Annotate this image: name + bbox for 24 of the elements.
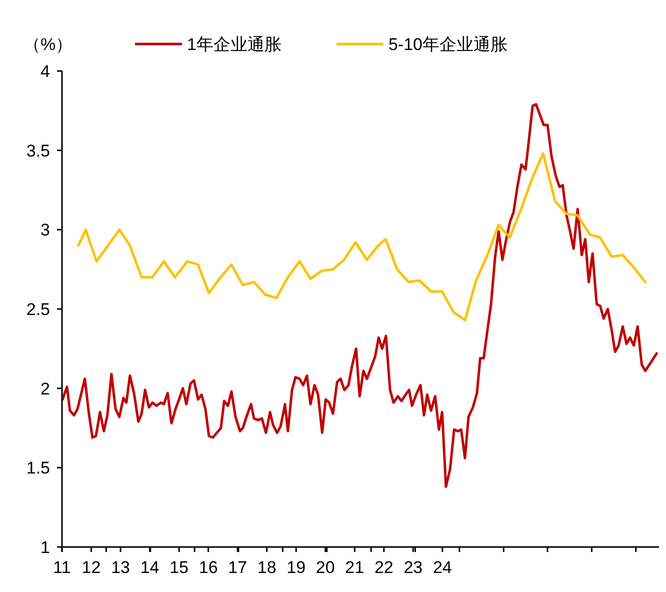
- y-tick-label: 1: [40, 538, 50, 557]
- x-tick-label: 23: [404, 558, 423, 577]
- x-tick-label: 12: [82, 558, 101, 577]
- x-tick-label: 13: [111, 558, 130, 577]
- legend-label: 5-10年企业通胀: [388, 35, 508, 54]
- x-tick-label: 16: [198, 558, 218, 577]
- y-tick-label: 2: [40, 379, 50, 398]
- x-tick-label: 19: [286, 558, 306, 577]
- x-tick-label: 14: [140, 558, 160, 577]
- y-tick-label: 1.5: [26, 458, 50, 478]
- x-tick-label: 22: [374, 558, 394, 577]
- x-tick-label: 21: [345, 558, 364, 577]
- y-tick-label: 3.5: [26, 141, 50, 160]
- legend-label: 1年企业通胀: [187, 35, 282, 54]
- y-axis-title: （%）: [23, 35, 73, 54]
- x-tick-label: 17: [228, 558, 248, 577]
- x-tick-label: 11: [53, 558, 71, 577]
- x-tick-label: 24: [432, 558, 452, 577]
- x-tick-label: 20: [316, 558, 335, 577]
- y-tick-label: 3: [40, 220, 50, 240]
- x-tick-label: 18: [257, 558, 276, 577]
- y-tick-label: 4: [40, 62, 50, 81]
- x-tick-label: 15: [170, 558, 189, 577]
- y-tick-label: 2.5: [26, 300, 50, 319]
